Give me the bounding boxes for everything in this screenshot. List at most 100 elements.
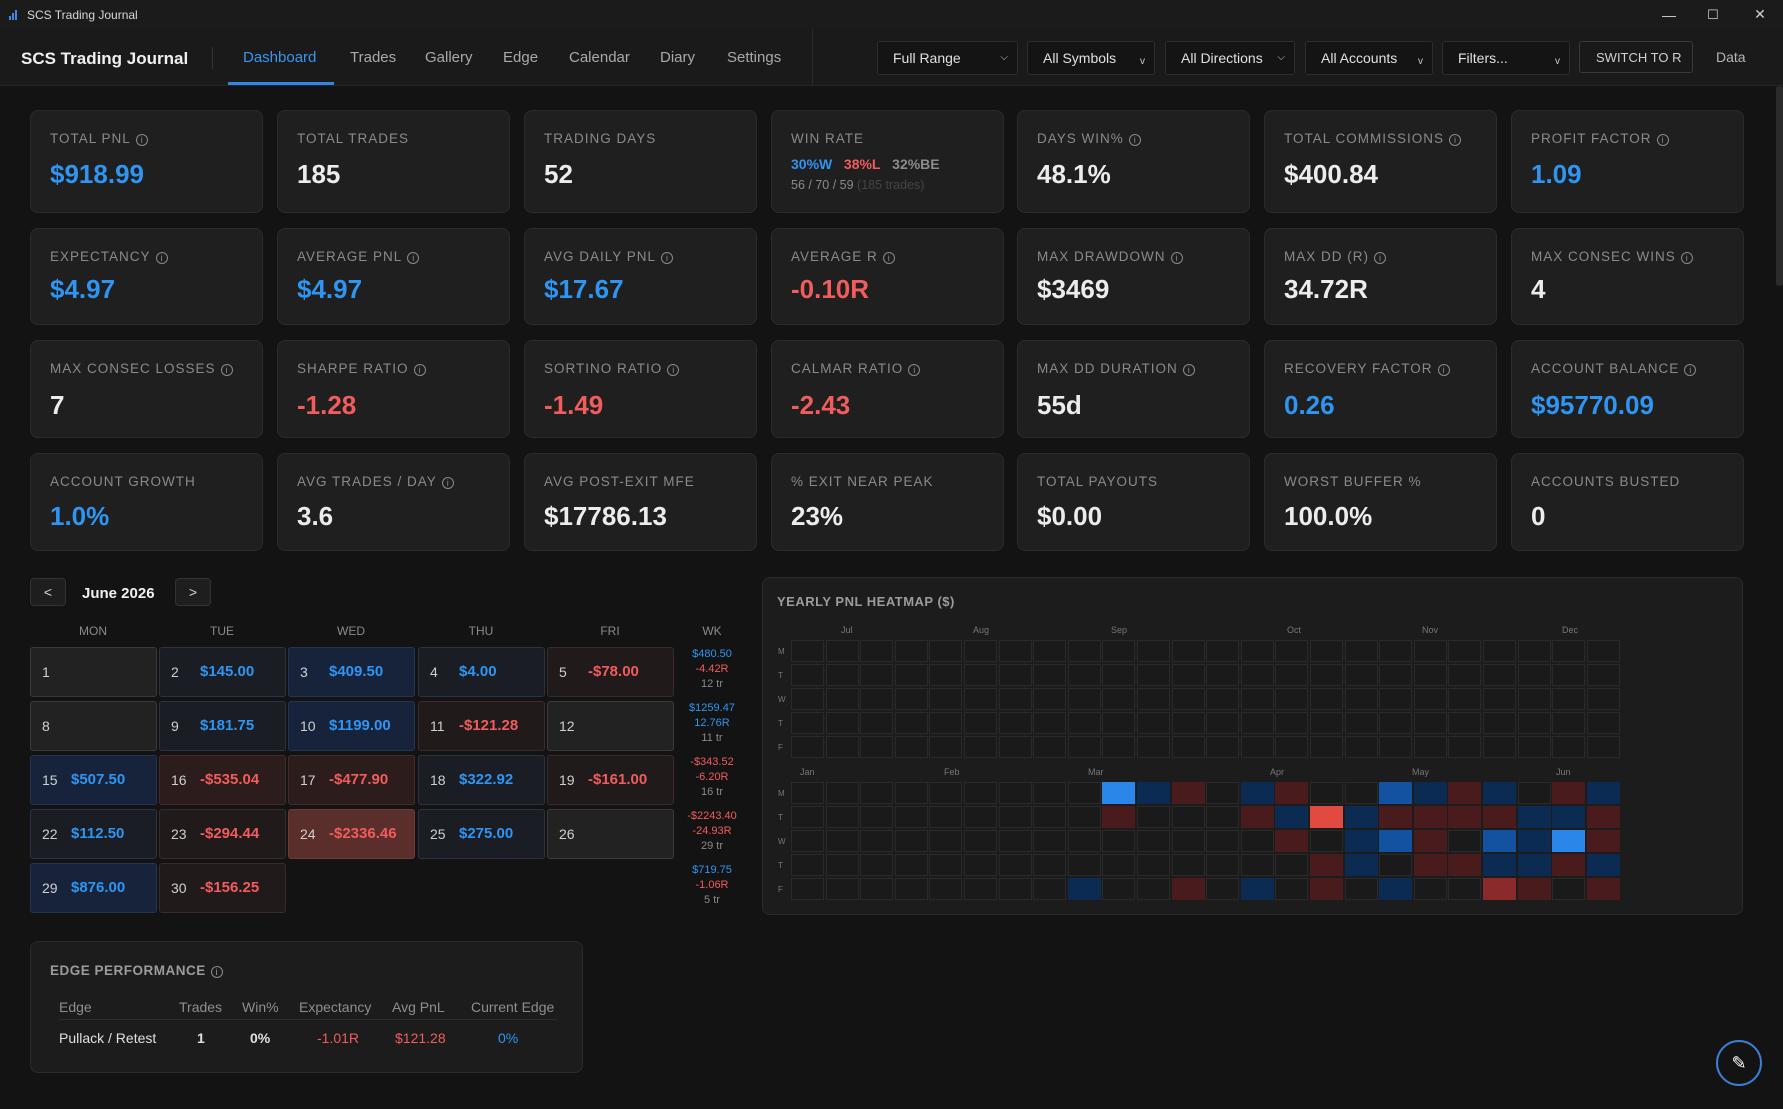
heatmap-cell[interactable] <box>1310 664 1343 686</box>
heatmap-cell[interactable] <box>1137 688 1170 710</box>
heatmap-cell[interactable] <box>1241 712 1274 734</box>
heatmap-cell[interactable] <box>999 664 1032 686</box>
page-scrollbar[interactable] <box>1776 86 1783 286</box>
heatmap-cell[interactable] <box>1206 640 1239 662</box>
heatmap-cell[interactable] <box>1275 688 1308 710</box>
heatmap-cell[interactable] <box>826 806 859 828</box>
info-icon[interactable]: i <box>1656 134 1669 146</box>
tab-calendar[interactable]: Calendar <box>569 49 630 66</box>
heatmap-cell[interactable] <box>791 640 824 662</box>
heatmap-cell[interactable] <box>1137 878 1170 900</box>
heatmap-cell[interactable] <box>1518 712 1551 734</box>
heatmap-cell[interactable] <box>791 854 824 876</box>
heatmap-cell[interactable] <box>1172 854 1205 876</box>
calendar-day-cell[interactable]: 22 $112.50 <box>30 809 157 859</box>
heatmap-cell[interactable] <box>1310 712 1343 734</box>
heatmap-cell[interactable] <box>1206 712 1239 734</box>
heatmap-cell[interactable] <box>1379 688 1412 710</box>
prev-month-button[interactable]: < <box>30 578 66 606</box>
heatmap-cell[interactable] <box>1172 878 1205 900</box>
filters-select[interactable]: Filters... v <box>1442 41 1570 75</box>
heatmap-cell[interactable] <box>1483 782 1516 804</box>
heatmap-cell[interactable] <box>964 806 997 828</box>
calendar-day-cell[interactable]: 9 $181.75 <box>159 701 286 751</box>
heatmap-cell[interactable] <box>1587 688 1620 710</box>
symbols-select[interactable]: All Symbols v <box>1027 41 1155 75</box>
heatmap-cell[interactable] <box>929 830 962 852</box>
heatmap-cell[interactable] <box>999 854 1032 876</box>
heatmap-cell[interactable] <box>964 688 997 710</box>
heatmap-cell[interactable] <box>1552 640 1585 662</box>
heatmap-cell[interactable] <box>1241 806 1274 828</box>
heatmap-cell[interactable] <box>1310 878 1343 900</box>
heatmap-cell[interactable] <box>895 640 928 662</box>
calendar-day-cell[interactable]: 15 $507.50 <box>30 755 157 805</box>
heatmap-cell[interactable] <box>1518 688 1551 710</box>
calendar-day-cell[interactable]: 18 $322.92 <box>418 755 545 805</box>
heatmap-cell[interactable] <box>860 664 893 686</box>
heatmap-cell[interactable] <box>1310 640 1343 662</box>
heatmap-cell[interactable] <box>826 782 859 804</box>
heatmap-cell[interactable] <box>1241 688 1274 710</box>
heatmap-cell[interactable] <box>1137 712 1170 734</box>
heatmap-cell[interactable] <box>1483 854 1516 876</box>
heatmap-cell[interactable] <box>929 878 962 900</box>
calendar-day-cell[interactable]: 10 $1199.00 <box>288 701 415 751</box>
heatmap-cell[interactable] <box>1275 640 1308 662</box>
heatmap-cell[interactable] <box>1033 640 1066 662</box>
heatmap-cell[interactable] <box>1137 736 1170 758</box>
heatmap-cell[interactable] <box>1518 878 1551 900</box>
calendar-day-cell[interactable]: 3 $409.50 <box>288 647 415 697</box>
heatmap-cell[interactable] <box>860 782 893 804</box>
heatmap-cell[interactable] <box>860 854 893 876</box>
heatmap-cell[interactable] <box>1102 664 1135 686</box>
heatmap-cell[interactable] <box>1448 664 1481 686</box>
calendar-day-cell[interactable]: 25 $275.00 <box>418 809 545 859</box>
heatmap-cell[interactable] <box>964 712 997 734</box>
calendar-day-cell[interactable]: 23 -$294.44 <box>159 809 286 859</box>
heatmap-cell[interactable] <box>1587 782 1620 804</box>
heatmap-cell[interactable] <box>929 664 962 686</box>
info-icon[interactable]: i <box>1437 364 1450 376</box>
heatmap-cell[interactable] <box>964 830 997 852</box>
heatmap-cell[interactable] <box>1275 830 1308 852</box>
heatmap-cell[interactable] <box>1206 878 1239 900</box>
info-icon[interactable]: i <box>1128 134 1141 146</box>
calendar-day-cell[interactable]: 17 -$477.90 <box>288 755 415 805</box>
heatmap-cell[interactable] <box>1068 854 1101 876</box>
heatmap-cell[interactable] <box>826 640 859 662</box>
heatmap-cell[interactable] <box>791 878 824 900</box>
info-icon[interactable]: i <box>1374 252 1386 264</box>
heatmap-cell[interactable] <box>1102 736 1135 758</box>
heatmap-cell[interactable] <box>826 736 859 758</box>
heatmap-cell[interactable] <box>895 830 928 852</box>
heatmap-cell[interactable] <box>1068 640 1101 662</box>
heatmap-cell[interactable] <box>895 688 928 710</box>
heatmap-cell[interactable] <box>1102 806 1135 828</box>
heatmap-cell[interactable] <box>1379 806 1412 828</box>
heatmap-cell[interactable] <box>1172 736 1205 758</box>
info-icon[interactable]: i <box>908 364 921 376</box>
info-icon[interactable]: i <box>661 252 674 264</box>
heatmap-cell[interactable] <box>929 712 962 734</box>
calendar-day-cell[interactable]: 19 -$161.00 <box>547 755 674 805</box>
info-icon[interactable]: i <box>882 252 895 264</box>
heatmap-cell[interactable] <box>1552 878 1585 900</box>
heatmap-cell[interactable] <box>1414 712 1447 734</box>
heatmap-cell[interactable] <box>791 736 824 758</box>
heatmap-cell[interactable] <box>1102 782 1135 804</box>
heatmap-cell[interactable] <box>1241 640 1274 662</box>
heatmap-cell[interactable] <box>999 878 1032 900</box>
heatmap-cell[interactable] <box>895 806 928 828</box>
next-month-button[interactable]: > <box>175 578 211 606</box>
heatmap-cell[interactable] <box>1033 664 1066 686</box>
heatmap-cell[interactable] <box>1552 664 1585 686</box>
heatmap-cell[interactable] <box>1518 854 1551 876</box>
tab-dashboard[interactable]: Dashboard <box>243 49 317 66</box>
heatmap-cell[interactable] <box>826 830 859 852</box>
heatmap-cell[interactable] <box>895 736 928 758</box>
tab-gallery[interactable]: Gallery <box>425 49 473 66</box>
maximize-button[interactable]: ☐ <box>1707 6 1719 22</box>
calendar-day-cell[interactable]: 26 <box>547 809 674 859</box>
heatmap-cell[interactable] <box>1414 640 1447 662</box>
